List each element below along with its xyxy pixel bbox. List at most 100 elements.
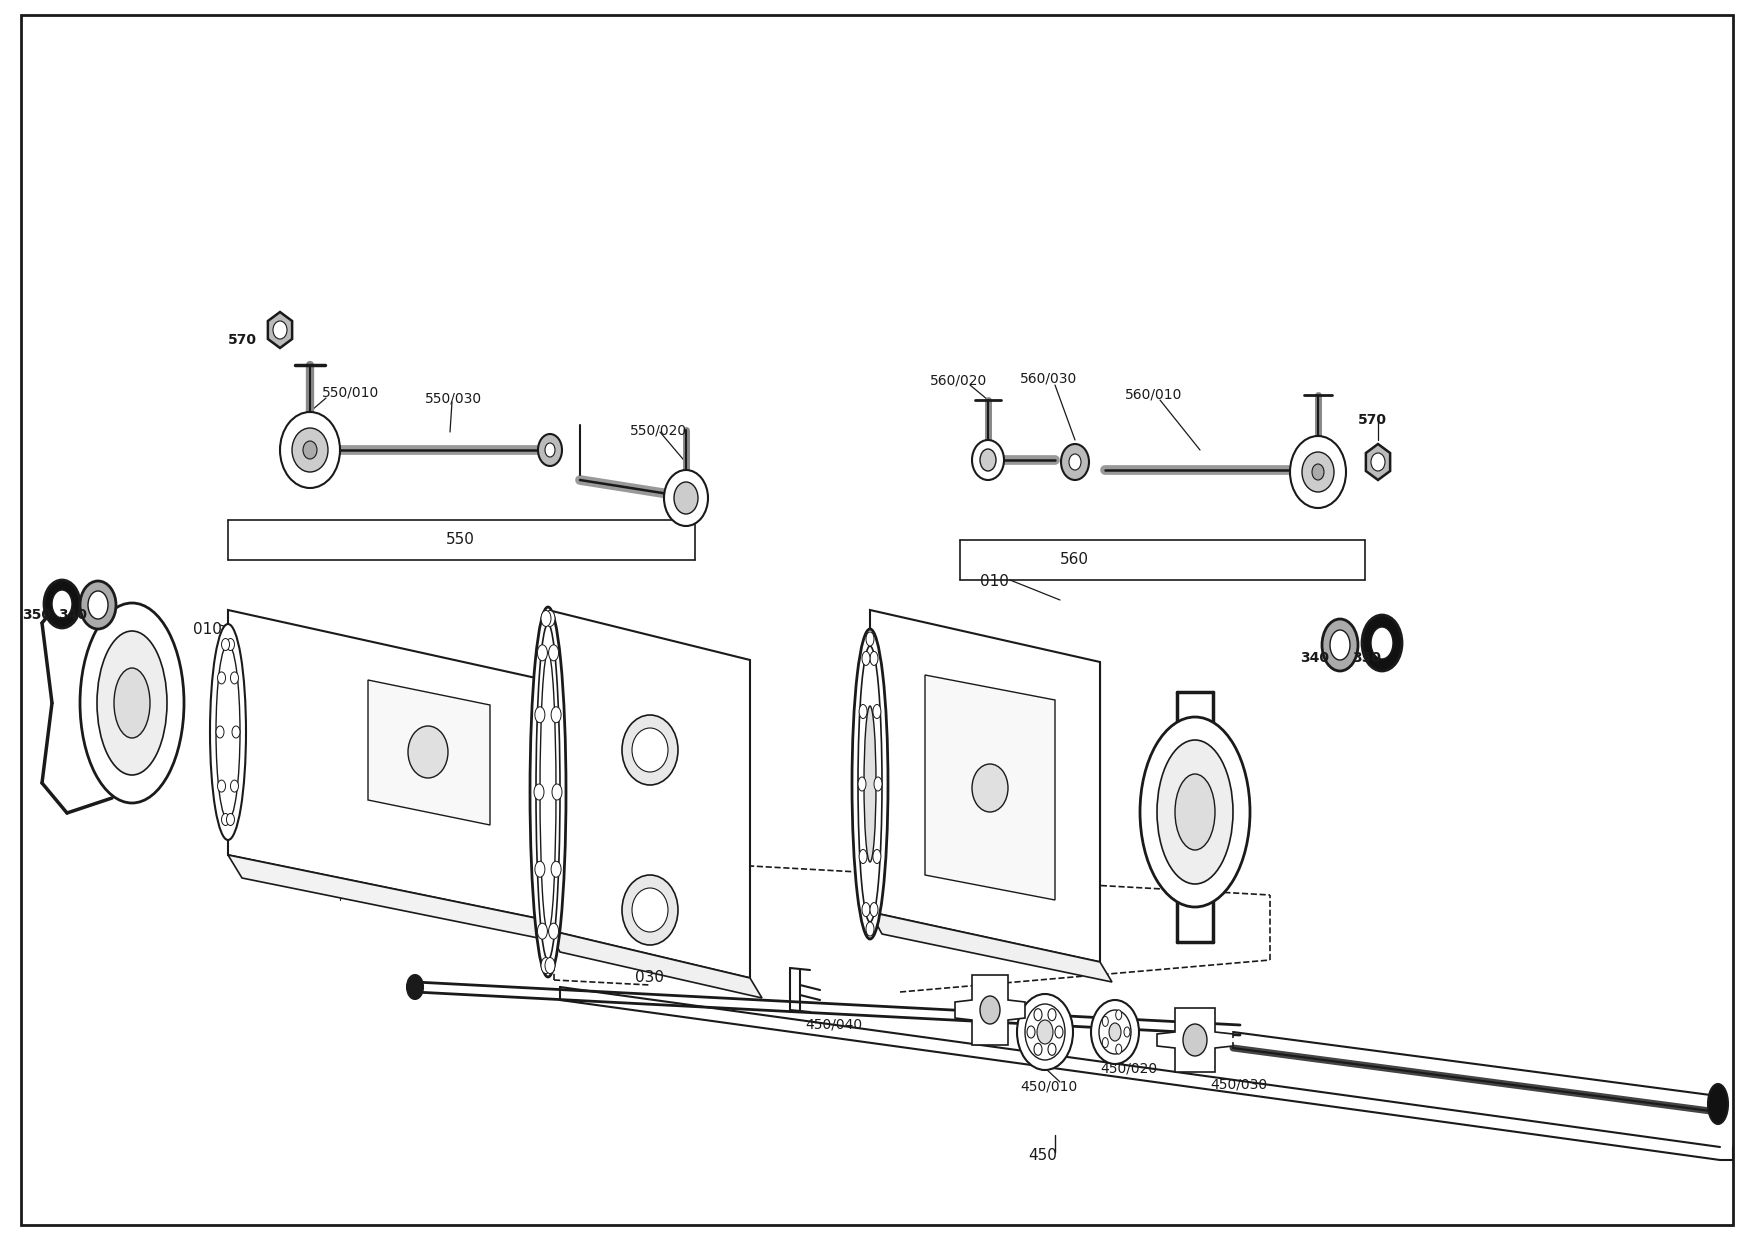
Ellipse shape: [210, 624, 246, 839]
Ellipse shape: [1182, 1024, 1207, 1056]
Ellipse shape: [1301, 453, 1335, 492]
Ellipse shape: [96, 631, 167, 775]
Ellipse shape: [859, 704, 866, 718]
Ellipse shape: [1140, 717, 1251, 906]
Ellipse shape: [1116, 1009, 1123, 1019]
Ellipse shape: [858, 646, 882, 923]
Ellipse shape: [665, 470, 709, 526]
Ellipse shape: [221, 639, 230, 651]
Ellipse shape: [972, 440, 1003, 480]
Ellipse shape: [216, 644, 240, 820]
Ellipse shape: [535, 862, 545, 877]
Ellipse shape: [81, 603, 184, 804]
Text: 350: 350: [23, 608, 51, 622]
Ellipse shape: [1037, 1021, 1052, 1044]
Ellipse shape: [551, 707, 561, 723]
Ellipse shape: [549, 645, 558, 661]
Ellipse shape: [865, 706, 875, 862]
Ellipse shape: [852, 629, 888, 939]
Text: 560: 560: [1059, 553, 1089, 568]
Ellipse shape: [232, 725, 240, 738]
Text: 570: 570: [228, 334, 258, 347]
Polygon shape: [924, 675, 1054, 900]
Ellipse shape: [1068, 454, 1080, 470]
Text: 450/040: 450/040: [805, 1018, 863, 1032]
Ellipse shape: [540, 957, 551, 973]
Polygon shape: [870, 911, 1112, 982]
Ellipse shape: [281, 412, 340, 489]
Ellipse shape: [631, 888, 668, 932]
Text: 560/010: 560/010: [1124, 388, 1182, 402]
Ellipse shape: [980, 449, 996, 471]
Ellipse shape: [866, 923, 873, 936]
Ellipse shape: [1109, 1023, 1121, 1042]
Polygon shape: [228, 610, 545, 920]
Polygon shape: [268, 312, 293, 348]
Text: 570: 570: [1358, 413, 1387, 427]
Ellipse shape: [1708, 1084, 1728, 1123]
Ellipse shape: [44, 580, 81, 627]
Ellipse shape: [1323, 619, 1358, 671]
Ellipse shape: [221, 813, 230, 826]
Ellipse shape: [1100, 1011, 1131, 1054]
Ellipse shape: [870, 651, 879, 666]
Text: 350: 350: [1352, 651, 1380, 665]
Ellipse shape: [230, 780, 239, 792]
Text: 030: 030: [635, 971, 665, 986]
Ellipse shape: [859, 849, 866, 863]
Polygon shape: [368, 680, 489, 825]
Ellipse shape: [545, 957, 554, 973]
Ellipse shape: [88, 591, 109, 619]
Text: 450: 450: [1028, 1148, 1058, 1163]
Ellipse shape: [537, 624, 560, 960]
Ellipse shape: [1047, 1043, 1056, 1055]
Polygon shape: [1158, 1008, 1233, 1073]
Text: 550: 550: [446, 532, 475, 548]
Ellipse shape: [1330, 630, 1351, 660]
Ellipse shape: [1054, 1025, 1063, 1038]
Ellipse shape: [540, 610, 551, 626]
Ellipse shape: [1175, 774, 1216, 849]
Polygon shape: [1366, 444, 1391, 480]
Ellipse shape: [530, 608, 567, 977]
Ellipse shape: [535, 707, 545, 723]
Ellipse shape: [226, 813, 235, 826]
Text: 340: 340: [58, 608, 88, 622]
Ellipse shape: [217, 780, 226, 792]
Text: 450/030: 450/030: [1210, 1078, 1266, 1092]
Ellipse shape: [407, 975, 423, 999]
Ellipse shape: [545, 610, 554, 626]
Ellipse shape: [114, 668, 151, 738]
Ellipse shape: [674, 482, 698, 515]
Ellipse shape: [870, 903, 879, 916]
Ellipse shape: [545, 443, 554, 458]
Ellipse shape: [873, 849, 881, 863]
Polygon shape: [954, 975, 1024, 1045]
Ellipse shape: [553, 784, 561, 800]
Ellipse shape: [623, 875, 679, 945]
Text: 450/020: 450/020: [1100, 1061, 1158, 1075]
Text: 560/020: 560/020: [930, 373, 988, 387]
Ellipse shape: [623, 715, 679, 785]
Ellipse shape: [303, 441, 317, 459]
Ellipse shape: [538, 434, 561, 466]
Text: 450/010: 450/010: [1021, 1080, 1077, 1094]
Ellipse shape: [1061, 444, 1089, 480]
Ellipse shape: [537, 645, 547, 661]
Ellipse shape: [873, 777, 882, 791]
Ellipse shape: [1028, 1025, 1035, 1038]
Ellipse shape: [549, 923, 558, 939]
Ellipse shape: [1091, 999, 1138, 1064]
Ellipse shape: [230, 672, 239, 684]
Ellipse shape: [217, 672, 226, 684]
Text: 550/010: 550/010: [323, 384, 379, 399]
Ellipse shape: [972, 764, 1009, 812]
Ellipse shape: [861, 903, 870, 916]
Text: 550/030: 550/030: [424, 391, 482, 405]
Polygon shape: [547, 930, 761, 998]
Ellipse shape: [551, 862, 561, 877]
Ellipse shape: [1035, 1008, 1042, 1021]
Ellipse shape: [409, 725, 447, 777]
Ellipse shape: [1047, 1008, 1056, 1021]
Ellipse shape: [1158, 740, 1233, 884]
